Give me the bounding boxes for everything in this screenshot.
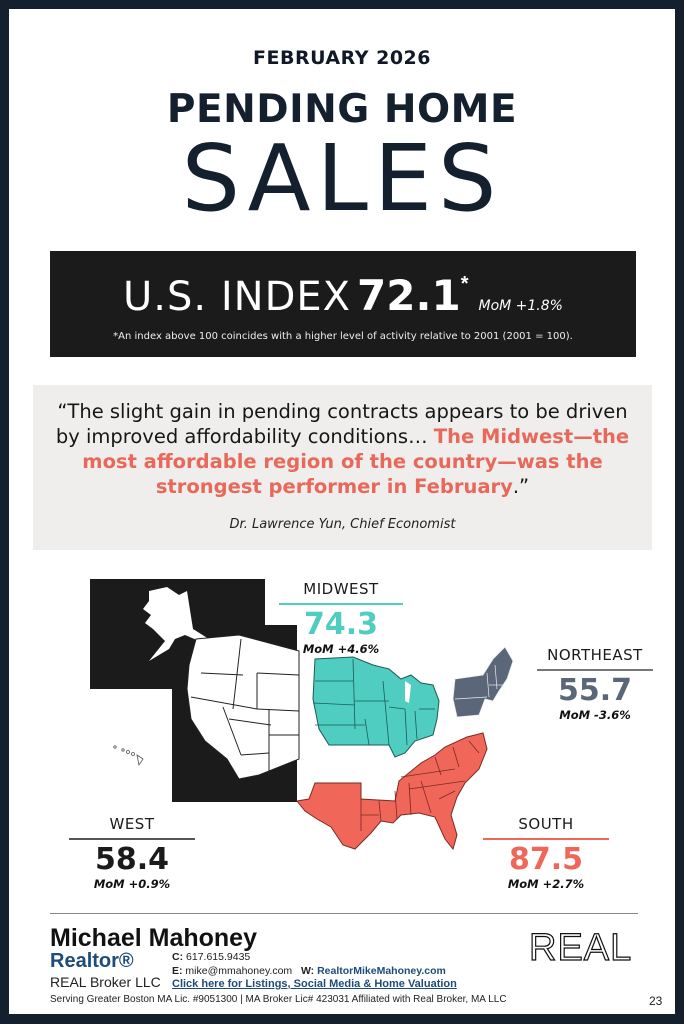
listings-cta-link[interactable]: Click here for Listings, Social Media & … xyxy=(172,978,457,990)
us-index-label: U.S. INDEX xyxy=(123,274,352,320)
northeast-region-map xyxy=(452,646,514,718)
region-name: MIDWEST xyxy=(303,580,379,598)
quote-end: .” xyxy=(512,475,530,498)
cell-number: 617.615.9435 xyxy=(186,951,251,963)
region-name: NORTHEAST xyxy=(547,646,643,664)
region-value: 58.4 xyxy=(94,842,170,877)
midwest-region-map xyxy=(312,656,440,758)
south-region-map xyxy=(296,732,488,851)
region-divider xyxy=(69,838,195,840)
region-divider xyxy=(537,669,653,671)
real-brokerage-logo: REAL xyxy=(528,926,633,969)
region-midwest: MIDWEST 74.3 MoM +4.6% xyxy=(279,580,403,656)
region-west: WEST 58.4 MoM +0.9% xyxy=(69,815,195,891)
economist-quote-box: “The slight gain in pending contracts ap… xyxy=(33,385,652,550)
region-divider xyxy=(483,838,609,840)
region-northeast: NORTHEAST 55.7 MoM -3.6% xyxy=(537,646,653,722)
license-disclaimer: Serving Greater Boston MA Lic. #9051300 … xyxy=(50,994,507,1005)
us-index-footnote: *An index above 100 coincides with a hig… xyxy=(113,331,573,342)
page-number: 23 xyxy=(649,994,663,1008)
region-mom: MoM -3.6% xyxy=(559,708,631,722)
quote-text: “The slight gain in pending contracts ap… xyxy=(43,399,642,499)
report-month: FEBRUARY 2026 xyxy=(253,47,431,69)
footer-divider xyxy=(50,913,638,914)
title-sales: SALES xyxy=(181,125,503,232)
quote-plain: “The slight gain in pending contracts ap… xyxy=(55,400,628,448)
web-label: W: xyxy=(300,965,315,977)
email-address[interactable]: mike@mmahoney.com xyxy=(185,965,293,977)
title-line-1: PENDING HOME xyxy=(166,87,518,132)
contact-email-web: E: mike@mmahoney.com W: RealtorMikeMahon… xyxy=(172,965,446,977)
region-value: 55.7 xyxy=(557,673,633,708)
title-line-2: SALES xyxy=(9,133,675,225)
west-region-map xyxy=(90,579,300,802)
region-mom: MoM +2.7% xyxy=(507,877,585,891)
agent-brokerage: REAL Broker LLC xyxy=(50,974,161,990)
us-regions-map xyxy=(90,579,514,851)
agent-name: Michael Mahoney xyxy=(50,924,257,952)
region-name: WEST xyxy=(109,815,155,833)
region-value: 74.3 xyxy=(303,607,379,642)
cell-label: C: xyxy=(172,951,184,963)
agent-role: Realtor® xyxy=(50,950,134,972)
contact-cell: C: 617.615.9435 xyxy=(172,951,250,963)
email-label: E: xyxy=(172,965,183,977)
infographic-page: FEBRUARY 2026 PENDING HOME SALES U.S. IN… xyxy=(9,9,675,1014)
us-index-asterisk: * xyxy=(460,273,469,295)
region-value: 87.5 xyxy=(508,842,584,877)
region-name: SOUTH xyxy=(518,815,574,833)
region-south: SOUTH 87.5 MoM +2.7% xyxy=(483,815,609,891)
us-index-value: 72.1 xyxy=(357,271,461,320)
region-mom: MoM +4.6% xyxy=(302,642,380,656)
us-index-mom: MoM +1.8% xyxy=(478,298,563,314)
region-divider xyxy=(279,603,403,605)
website-link[interactable]: RealtorMikeMahoney.com xyxy=(317,965,446,977)
quote-highlight: The Midwest—the most affordable region o… xyxy=(82,425,630,498)
quote-attribution: Dr. Lawrence Yun, Chief Economist xyxy=(229,517,456,532)
region-mom: MoM +0.9% xyxy=(93,877,171,891)
us-index-banner: U.S. INDEX 72.1* MoM +1.8% *An index above… xyxy=(50,251,636,357)
